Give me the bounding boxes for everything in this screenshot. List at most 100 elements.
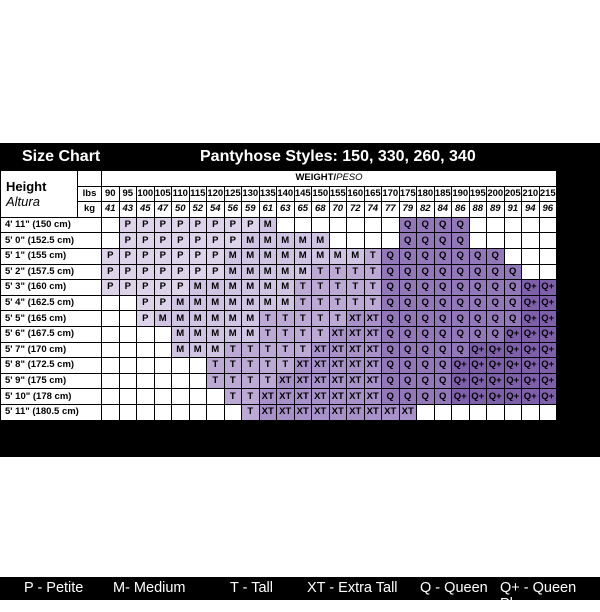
kg-value: 86 (451, 201, 470, 218)
size-cell (328, 216, 347, 234)
size-cell: T (241, 341, 260, 359)
size-cell (276, 216, 295, 234)
size-cell (171, 388, 190, 405)
height-cell: 5' 11" (180.5 cm) (0, 403, 102, 421)
kg-value: 82 (416, 201, 435, 218)
size-cell (521, 247, 540, 265)
legend-tall: T - Tall (230, 580, 273, 596)
size-cell (136, 403, 155, 421)
size-cell: Q (486, 279, 505, 296)
size-cell: M (206, 341, 225, 359)
kg-value: 41 (101, 201, 120, 218)
size-cell: M (293, 232, 312, 249)
size-cell: Q (451, 247, 470, 265)
size-cell: Q (381, 341, 400, 359)
legend-queen: Q - Queen (420, 580, 488, 596)
size-cell: Q (381, 279, 400, 296)
size-cell (101, 372, 120, 390)
size-cell: M (293, 247, 312, 265)
lbs-value: 120 (206, 185, 225, 203)
size-cell: M (258, 279, 277, 296)
size-cell: Q (416, 310, 435, 327)
size-cell: T (293, 294, 312, 312)
size-cell: Q+ (521, 310, 540, 327)
size-cell: Q (486, 310, 505, 327)
size-cell: XT (363, 388, 382, 405)
lbs-value: 205 (503, 185, 522, 203)
size-cell: M (223, 310, 242, 327)
size-cell: P (223, 232, 242, 249)
size-cell: XT (398, 403, 417, 421)
size-cell: P (153, 232, 172, 249)
size-cell: T (363, 263, 382, 281)
size-cell: XT (381, 403, 400, 421)
lbs-value: 105 (153, 185, 172, 203)
size-cell: Q (486, 247, 505, 265)
size-cell (101, 310, 120, 327)
size-cell: Q+ (538, 279, 557, 296)
size-cell (503, 216, 522, 234)
size-cell: Q (416, 357, 435, 374)
lbs-value: 165 (363, 185, 382, 203)
size-cell: Q (433, 372, 452, 390)
lbs-value: 175 (398, 185, 417, 203)
size-cell: P (153, 279, 172, 296)
kg-value: 65 (293, 201, 312, 218)
size-table: Height Altura WEIGHT/PESO lbs 90 95 100 105 110 1… (0, 170, 557, 421)
size-cell: XT (346, 310, 365, 327)
size-cell: M (171, 341, 190, 359)
size-cell: T (328, 294, 347, 312)
size-cell: P (118, 263, 137, 281)
height-subtitle: Altura (6, 193, 40, 209)
size-cell: Q+ (538, 310, 557, 327)
size-cell: XT (293, 372, 312, 390)
size-cell: XT (328, 357, 347, 374)
size-cell: M (206, 310, 225, 327)
legend-queen-plus: Q+ - Queen Plus (500, 580, 577, 612)
size-cell: M (241, 247, 260, 265)
kg-value: 47 (153, 201, 172, 218)
size-cell (118, 372, 137, 390)
size-cell (503, 403, 522, 421)
size-cell (171, 372, 190, 390)
table-row: 5' 10" (178 cm) T T XT XT XT XT XT XT XT Q Q Q Q Q+ Q+ Q… (0, 388, 557, 405)
size-cell: Q (416, 216, 435, 234)
size-cell (346, 216, 365, 234)
size-cell: Q (398, 372, 417, 390)
size-cell: M (223, 294, 242, 312)
size-cell: M (241, 263, 260, 281)
size-cell: Q (381, 325, 400, 343)
height-cell: 5' 1" (155 cm) (0, 247, 102, 265)
height-cell: 5' 10" (178 cm) (0, 388, 102, 405)
size-cell: T (311, 263, 330, 281)
size-cell: T (328, 310, 347, 327)
lbs-label: lbs (77, 185, 102, 203)
size-cell (223, 403, 242, 421)
size-cell: T (258, 341, 277, 359)
size-cell: Q+ (521, 372, 540, 390)
size-cell: Q (416, 325, 435, 343)
size-cell: Q (451, 232, 470, 249)
height-cell: 5' 2" (157.5 cm) (0, 263, 102, 281)
size-cell: XT (293, 357, 312, 374)
size-cell (101, 216, 120, 234)
size-cell: T (276, 341, 295, 359)
table-row: 5' 8" (172.5 cm) T T T T T XT XT XT XT XT Q Q Q Q Q+ Q+ Q… (0, 357, 557, 374)
lbs-value: 130 (241, 185, 260, 203)
lbs-value: 155 (328, 185, 347, 203)
size-cell: Q+ (538, 325, 557, 343)
size-cell: M (206, 279, 225, 296)
size-cell: T (276, 310, 295, 327)
weight-subtitle: PESO (336, 172, 363, 184)
size-cell: XT (276, 372, 295, 390)
size-cell: Q+ (468, 341, 487, 359)
weight-title: WEIGHT/ (295, 172, 337, 184)
chart-header: Size Chart Pantyhose Styles: 150, 330, 2… (0, 143, 600, 170)
size-cell: XT (363, 341, 382, 359)
size-cell: P (171, 263, 190, 281)
lbs-value: 185 (433, 185, 452, 203)
table-row: 5' 1" (155 cm) P P P P P P P M M M M M M M M T Q Q Q Q Q Q Q (0, 247, 557, 265)
size-cell: Q (398, 294, 417, 312)
size-cell: P (118, 279, 137, 296)
size-cell: M (258, 232, 277, 249)
